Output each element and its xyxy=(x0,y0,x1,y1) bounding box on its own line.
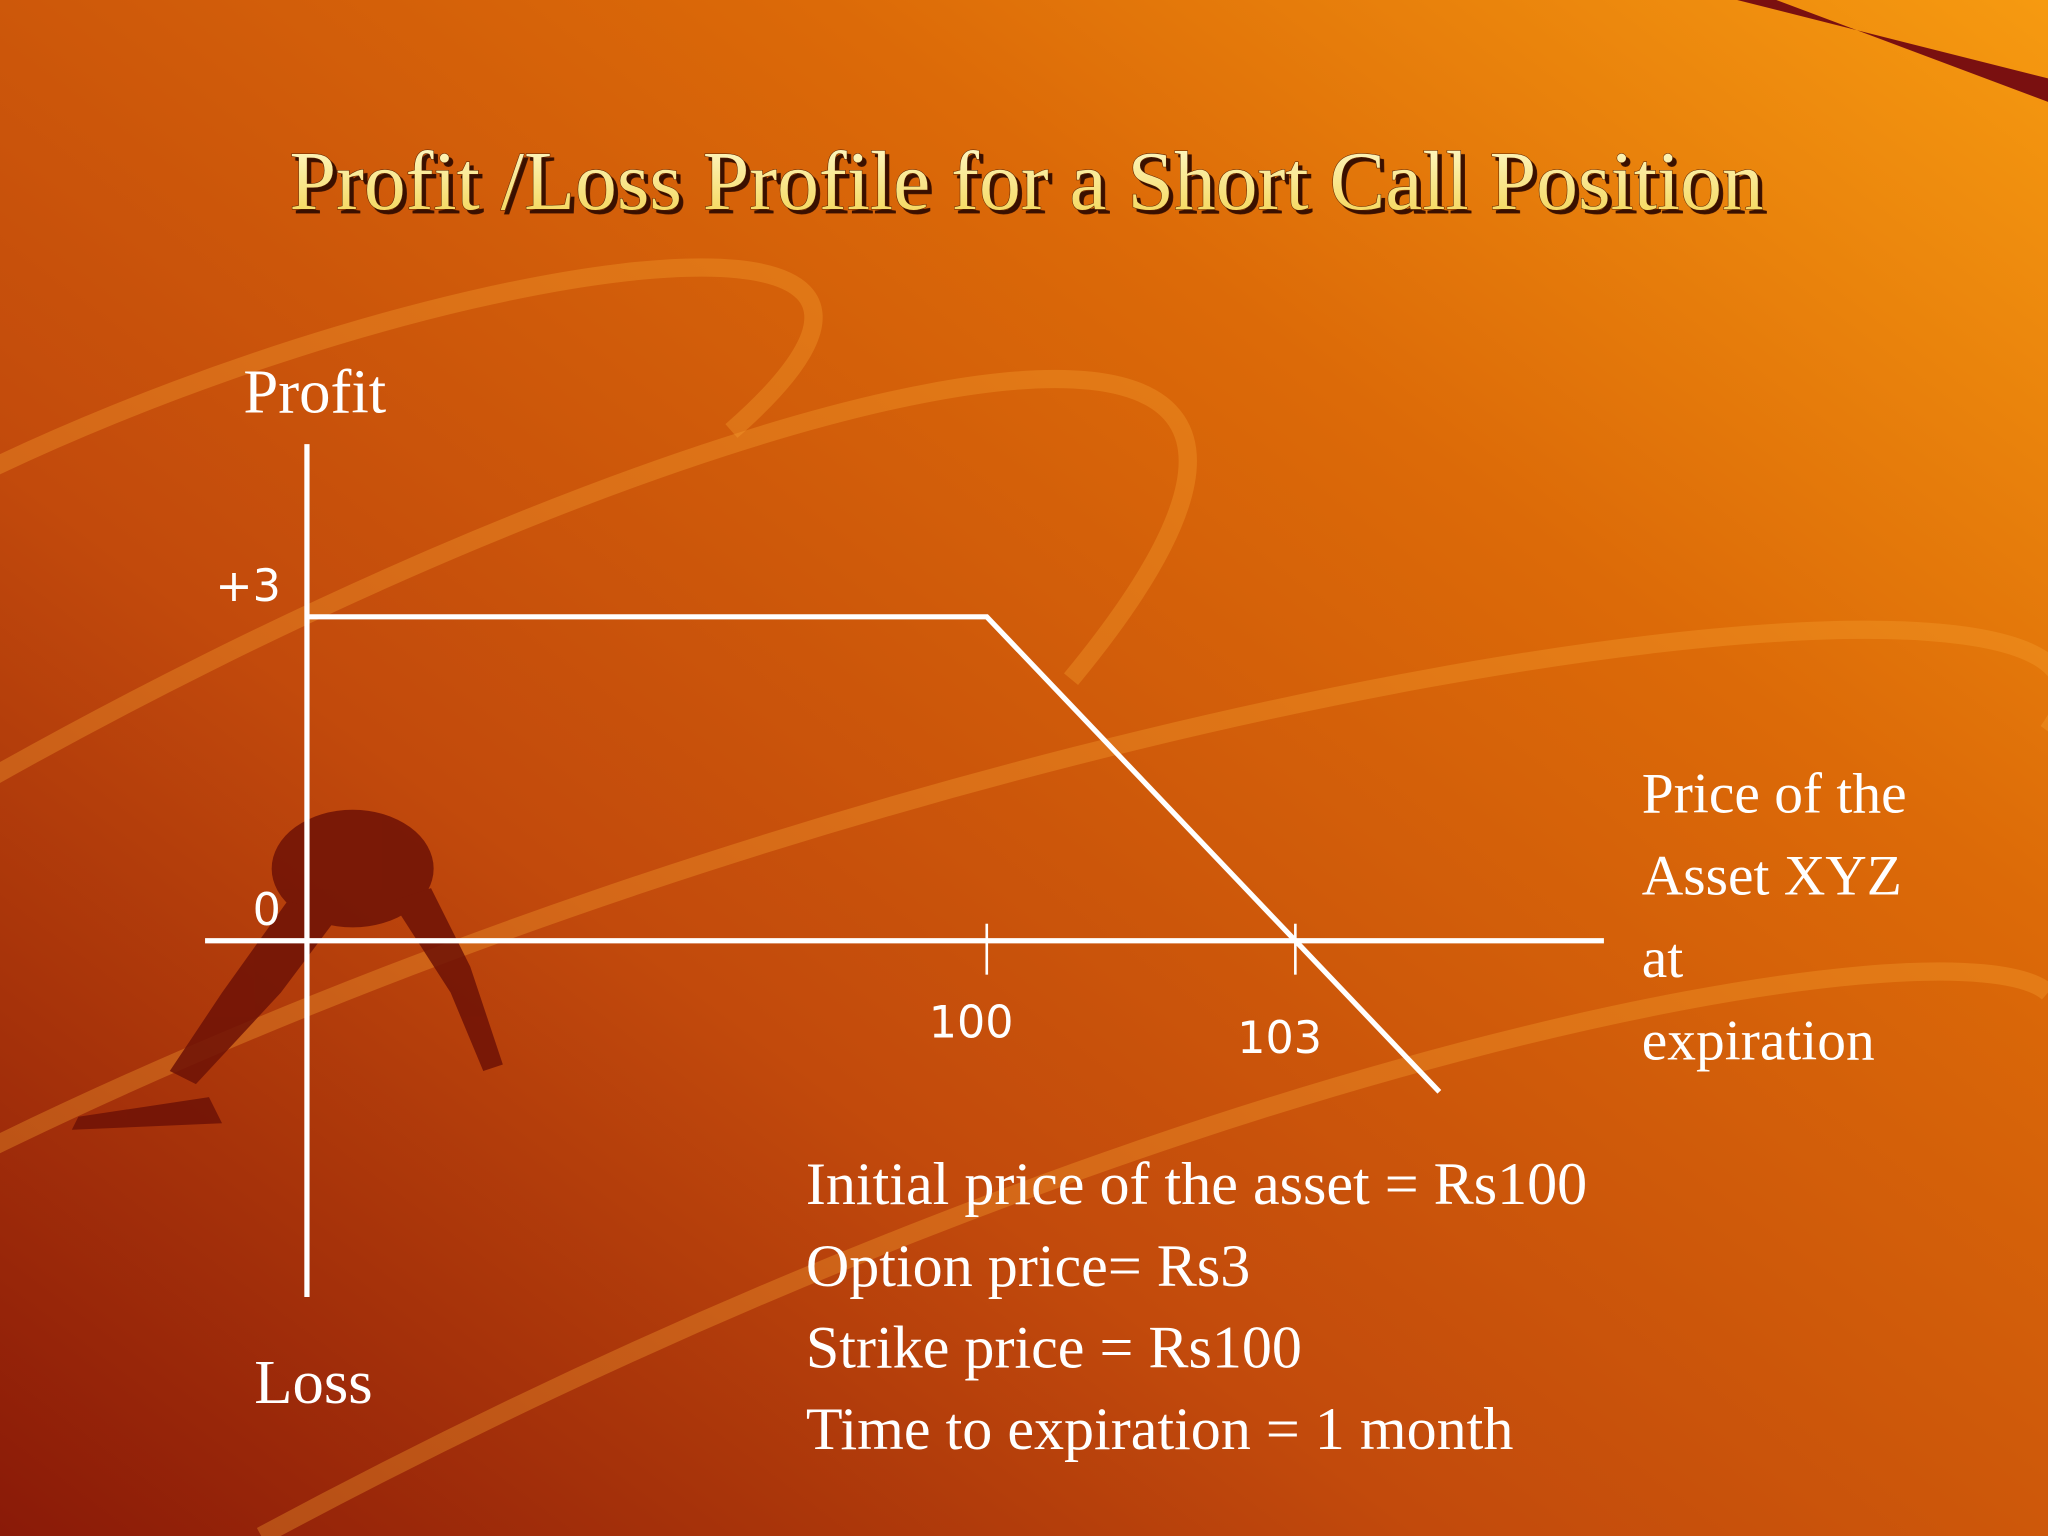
note-line: Initial price of the asset = Rs100 xyxy=(806,1150,1587,1217)
y-axis-label-bottom: Loss xyxy=(254,1347,372,1417)
y-tick-label: +3 xyxy=(215,561,280,612)
payoff-line xyxy=(307,614,1442,1094)
chart-title: Profit /Loss Profile for a Short Call Po… xyxy=(290,136,1764,228)
runner-silhouette xyxy=(71,809,503,1130)
notes: Initial price of the asset = Rs100 Option… xyxy=(806,1150,1587,1462)
decorative-arcs xyxy=(0,258,2048,1536)
x-axis-label-line: at xyxy=(1642,927,1684,990)
x-axis-label-line: Price of the xyxy=(1642,762,1907,825)
x-tick-label: 103 xyxy=(1237,1013,1322,1064)
note-line: Time to expiration = 1 month xyxy=(806,1395,1514,1462)
x-axis-label-line: expiration xyxy=(1642,1009,1875,1072)
note-line: Strike price = Rs100 xyxy=(806,1314,1302,1381)
y-tick-label: 0 xyxy=(253,885,281,936)
x-axis-label-line: Asset XYZ xyxy=(1642,845,1902,908)
x-tick-label: 100 xyxy=(929,997,1014,1048)
x-axis-label: Price of the Asset XYZ at expiration xyxy=(1642,762,1907,1072)
y-axis-label-top: Profit xyxy=(243,357,386,427)
note-line: Option price= Rs3 xyxy=(806,1232,1250,1299)
